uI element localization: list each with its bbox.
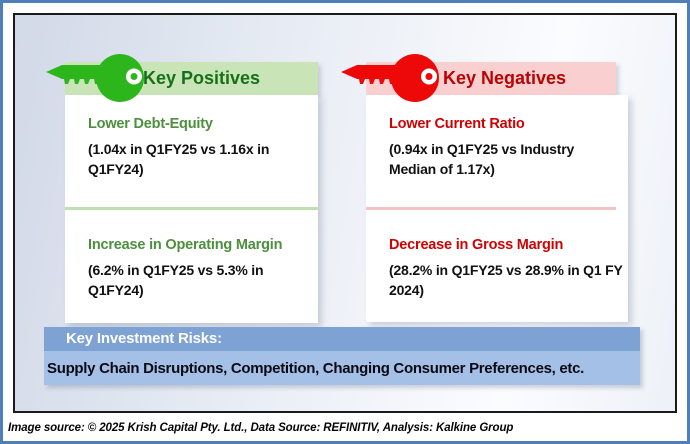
key-icon-red	[341, 54, 439, 102]
key-positives-card: Lower Debt-Equity (1.04x in Q1FY25 vs 1.…	[65, 95, 318, 323]
source-note: Image source: © 2025 Krish Capital Pty. …	[8, 422, 514, 434]
negative-item-1: Lower Current Ratio (0.94x in Q1FY25 vs …	[366, 95, 628, 207]
negative-item-1-title: Lower Current Ratio	[389, 116, 525, 132]
negative-item-1-detail-line2: Median of 1.17x)	[389, 161, 495, 177]
key-negatives-title: Key Negatives	[443, 68, 567, 88]
positive-item-2-detail-line2: Q1FY24)	[88, 282, 144, 298]
negative-divider	[366, 207, 616, 210]
negative-item-2-title: Decrease in Gross Margin	[389, 237, 564, 253]
risks-bar: Key Investment Risks: Supply Chain Disru…	[44, 327, 640, 385]
positive-item-2: Increase in Operating Margin (6.2% in Q1…	[65, 210, 318, 323]
negative-item-2-detail-line2: 2024)	[389, 282, 424, 298]
positive-item-1-detail-line1: (1.04x in Q1FY25 vs 1.16x in	[88, 141, 270, 157]
positive-divider	[65, 207, 318, 210]
positive-item-1-title: Lower Debt-Equity	[88, 116, 213, 132]
risks-heading: Key Investment Risks:	[44, 327, 640, 351]
negative-item-2-detail-line1: (28.2% in Q1FY25 vs 28.9% in Q1 FY	[389, 262, 623, 278]
key-positives-title: Key Positives	[143, 68, 261, 88]
source-strip: Image source: © 2025 Krish Capital Pty. …	[3, 415, 687, 441]
negative-item-2: Decrease in Gross Margin (28.2% in Q1FY2…	[366, 210, 628, 322]
positive-item-2-title: Increase in Operating Margin	[88, 237, 283, 253]
risks-body: Supply Chain Disruptions, Competition, C…	[44, 351, 640, 385]
negative-item-1-detail-line1: (0.94x in Q1FY25 vs Industry	[389, 141, 575, 157]
positive-item-2-detail-line1: (6.2% in Q1FY25 vs 5.3% in	[88, 262, 264, 278]
slide-frame: Key Positives Lower Debt-Equity (1.04x i…	[13, 13, 677, 413]
key-icon-green	[46, 54, 144, 102]
positive-item-1-detail-line2: Q1FY24)	[88, 161, 144, 177]
key-negatives-card: Lower Current Ratio (0.94x in Q1FY25 vs …	[366, 95, 628, 322]
positive-item-1: Lower Debt-Equity (1.04x in Q1FY25 vs 1.…	[65, 95, 318, 207]
